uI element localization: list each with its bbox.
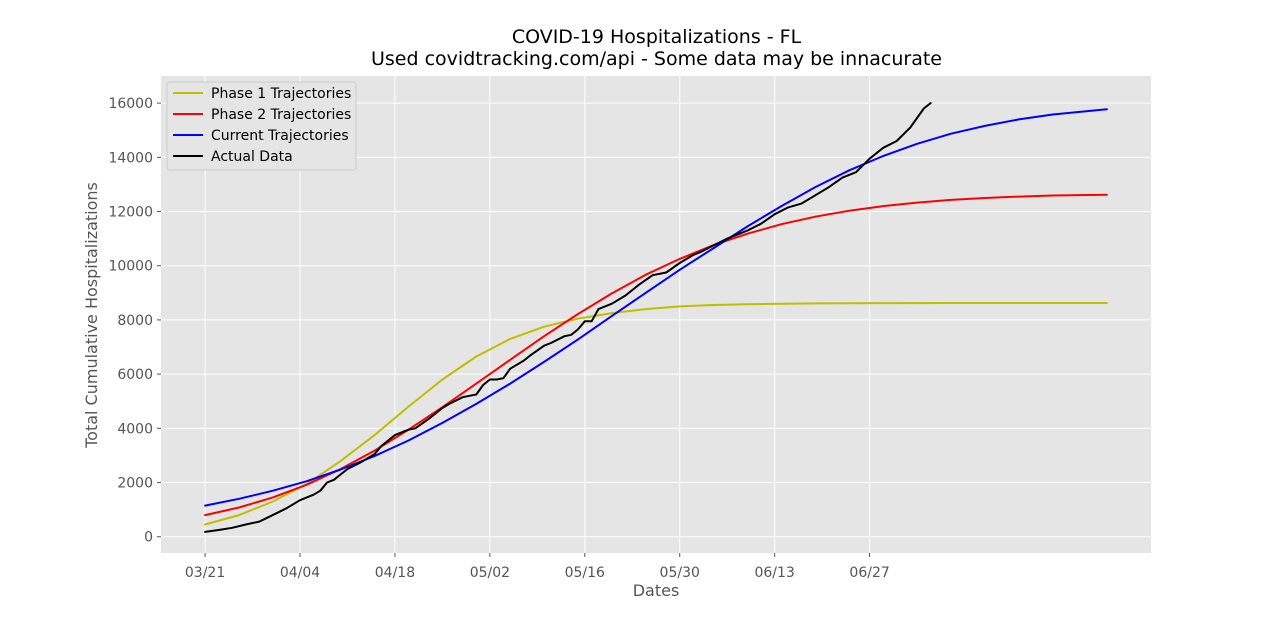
x-tick-label: 04/18 (375, 565, 415, 581)
series-line-3 (204, 108, 1108, 507)
y-tick-label: 2000 (117, 476, 153, 492)
y-tick-label: 10000 (108, 259, 153, 275)
y-tick-label: 12000 (108, 205, 153, 221)
x-tick-label: 05/02 (470, 565, 510, 581)
x-tick-label: 03/21 (185, 565, 225, 581)
series-line-2 (204, 193, 1108, 517)
y-tick-label: 14000 (108, 150, 153, 166)
chart-title: COVID-19 Hospitalizations - FL (511, 26, 802, 48)
y-tick-label: 6000 (117, 367, 153, 383)
y-axis-ticks: 0 2000 4000 6000 8000 10000 12000 14000 16000 (108, 96, 161, 546)
y-axis-label: Total Cumulative Hospitalizations (82, 182, 101, 449)
y-tick-label: 16000 (108, 96, 153, 112)
legend: Phase 1 Trajectories Phase 2 Trajectories… (166, 81, 357, 171)
x-axis-label: Dates (633, 581, 680, 600)
chart-subtitle: Used covidtracking.com/api - Some data m… (371, 48, 942, 70)
x-tick-label: 06/27 (849, 565, 889, 581)
legend-label: Phase 1 Trajectories (211, 86, 351, 102)
x-tick-label: 04/04 (280, 565, 320, 581)
legend-label: Actual Data (211, 149, 293, 165)
x-tick-label: 05/16 (565, 565, 605, 581)
legend-box (166, 81, 357, 171)
legend-label: Phase 2 Trajectories (211, 107, 351, 123)
y-tick-label: 0 (144, 530, 153, 546)
x-tick-label: 06/13 (754, 565, 794, 581)
legend-label: Current Trajectories (211, 128, 349, 144)
x-axis-ticks: 03/21 04/04 04/18 05/02 05/16 05/30 06/13 06/27 (185, 553, 890, 581)
y-tick-label: 4000 (117, 421, 153, 437)
y-tick-label: 8000 (117, 313, 153, 329)
series-lines (204, 102, 1108, 533)
series-line-4 (204, 102, 932, 533)
x-tick-label: 05/30 (660, 565, 700, 581)
series-line-1 (204, 302, 1108, 526)
